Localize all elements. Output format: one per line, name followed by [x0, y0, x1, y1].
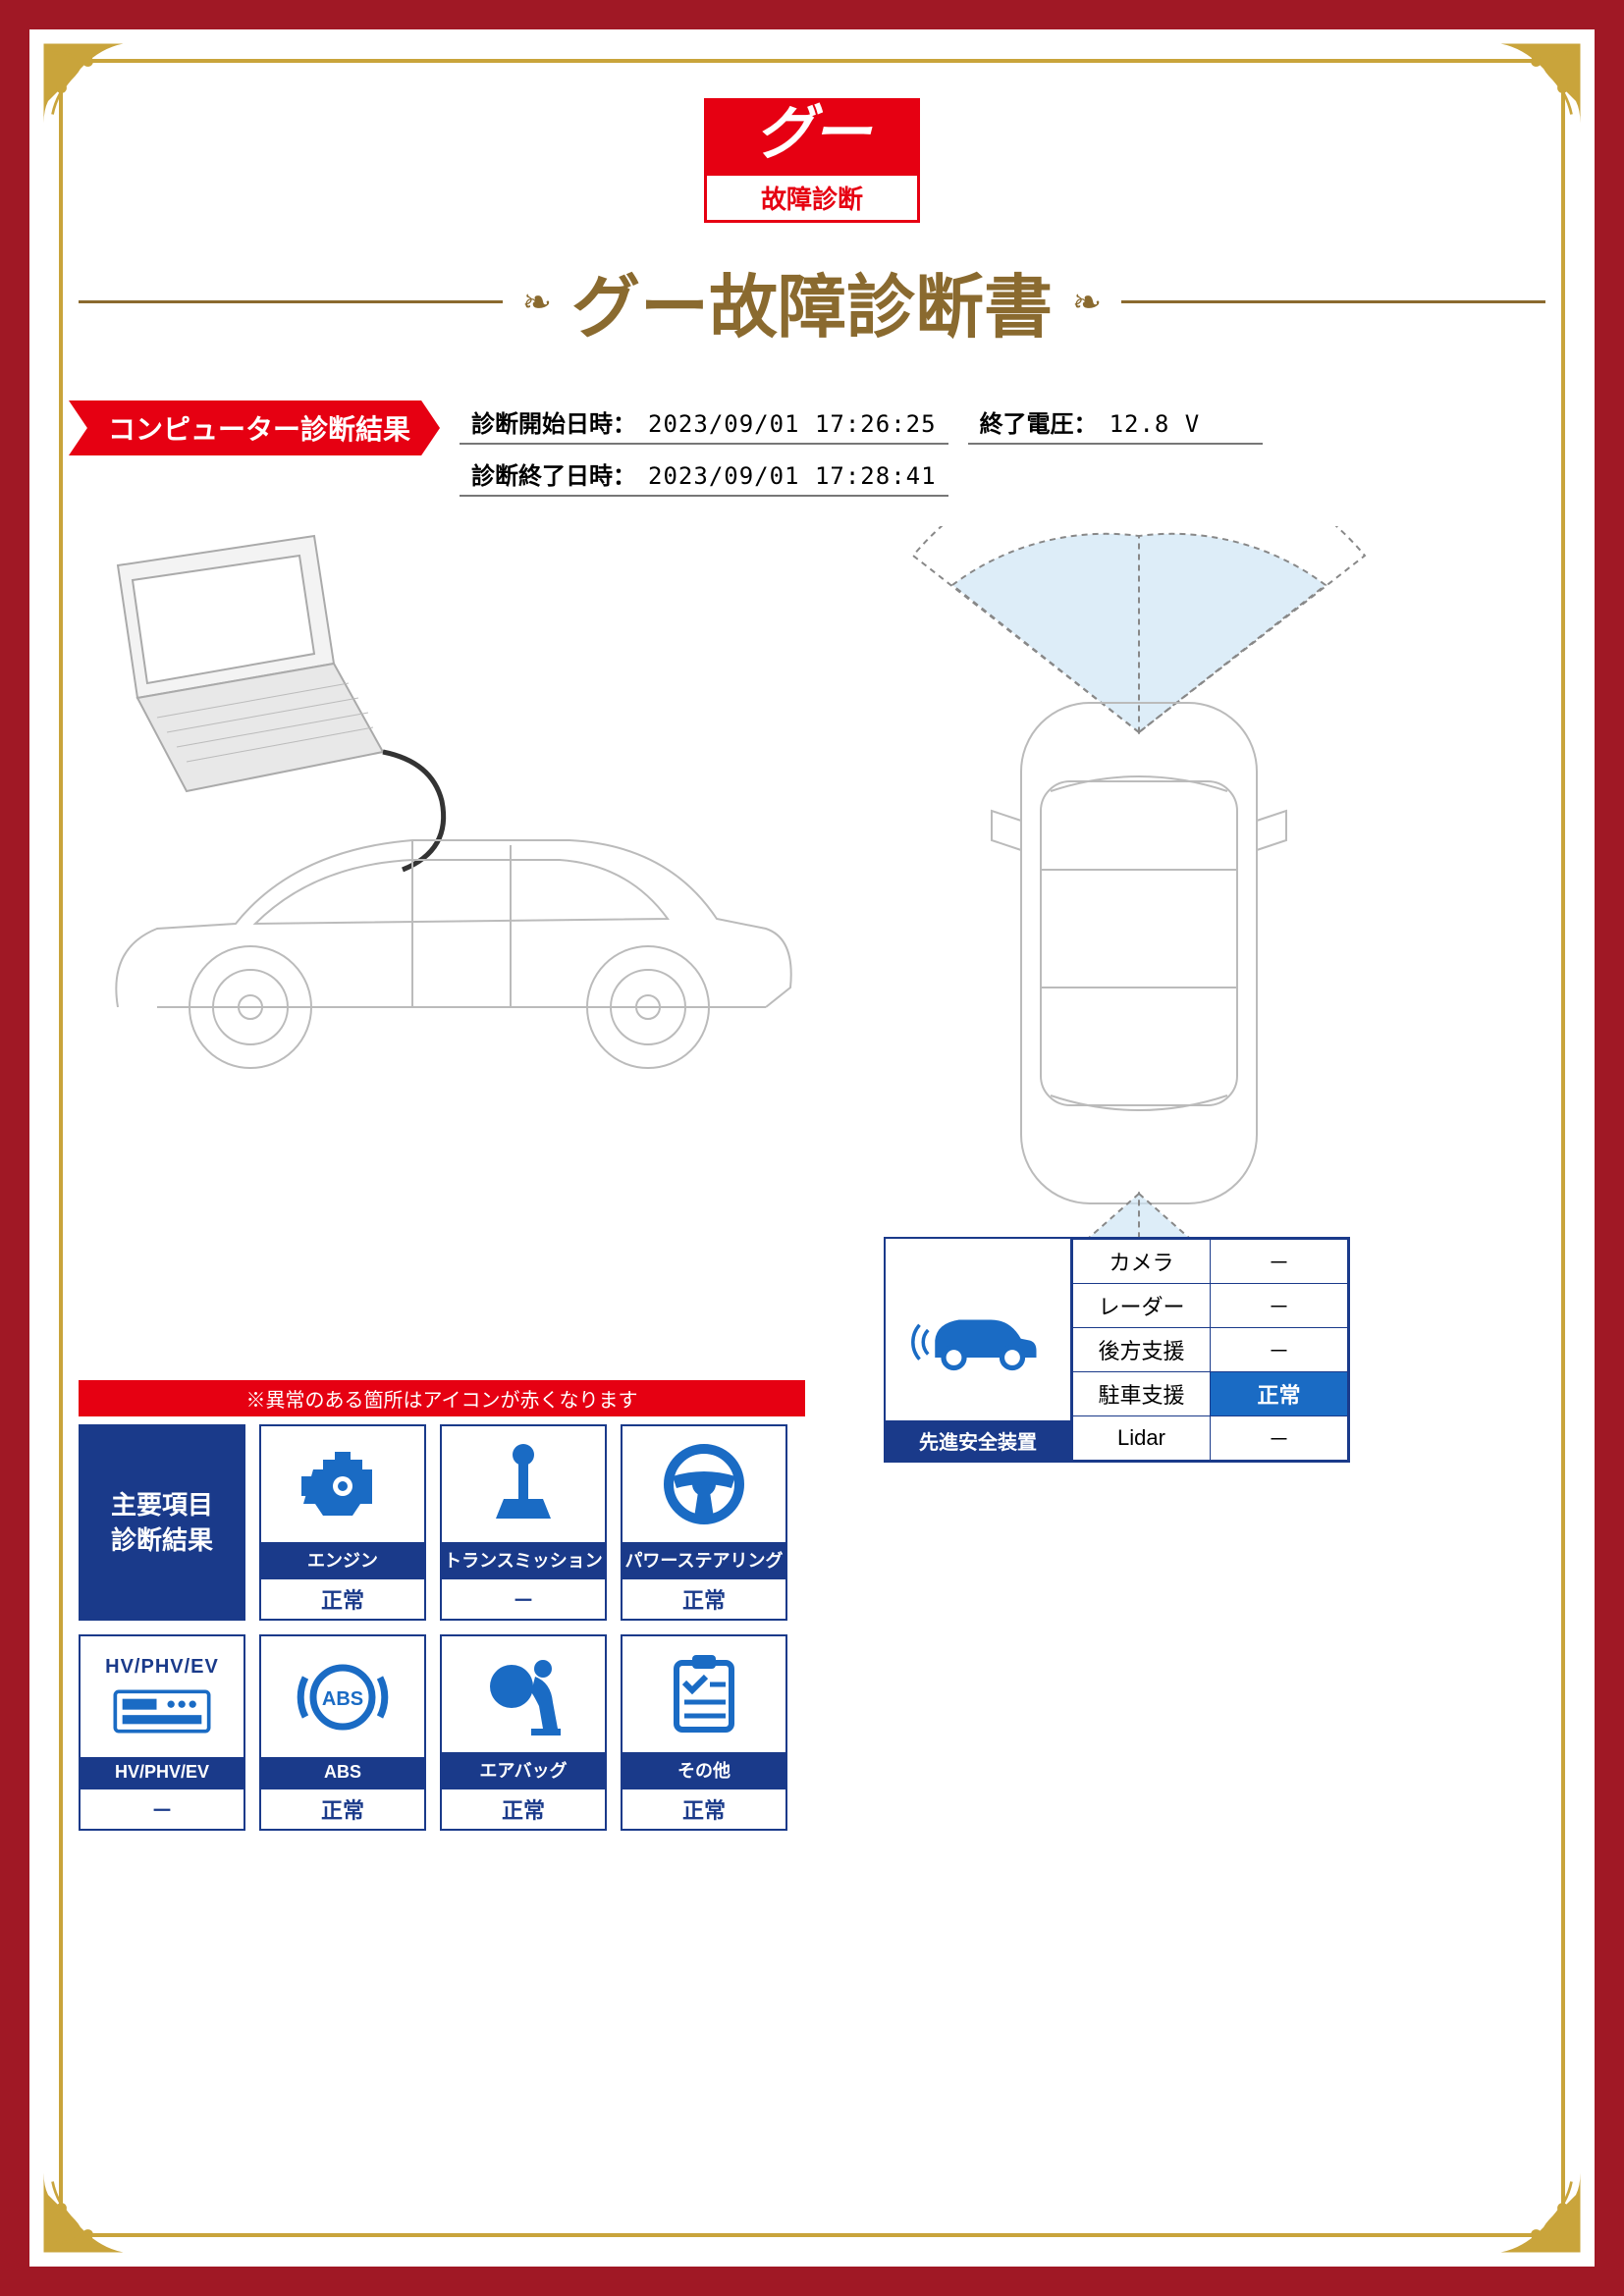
diag-card-transmission: トランスミッション － [440, 1424, 607, 1621]
hv-top-text: HV/PHV/EV [105, 1656, 219, 1679]
safety-table: カメラ－ レーダー－ 後方支援－ 駐車支援正常 Lidar－ [1072, 1239, 1348, 1461]
logo-bottom-text: 故障診断 [704, 173, 920, 223]
logo-top-text: グー [704, 98, 920, 173]
safety-row-status: － [1211, 1284, 1348, 1328]
diag-label: パワーステアリング [623, 1542, 785, 1577]
table-row: 後方支援－ [1073, 1328, 1348, 1372]
car-sensor-icon [886, 1239, 1070, 1420]
flourish-right-icon: ❧ [1072, 282, 1102, 323]
airbag-icon [442, 1636, 605, 1752]
diag-status: 正常 [623, 1788, 785, 1829]
diag-label: エンジン [261, 1542, 424, 1577]
diagnostic-info: コンピューター診断結果 診断開始日時： 2023/09/01 17:26:25 … [79, 400, 1545, 497]
voltage-value: 12.8 V [1110, 410, 1201, 438]
diag-card-other: その他 正常 [621, 1634, 787, 1831]
diag-status: 正常 [261, 1788, 424, 1829]
document-title-row: ❧ グー故障診断書 ❧ [79, 252, 1545, 351]
diag-status: 正常 [623, 1577, 785, 1619]
abnormal-note: ※異常のある箇所はアイコンが赤くなります [79, 1380, 805, 1416]
safety-row-label: 駐車支援 [1073, 1372, 1211, 1416]
table-row: 駐車支援正常 [1073, 1372, 1348, 1416]
engine-icon [261, 1426, 424, 1542]
diag-card-engine: エンジン 正常 [259, 1424, 426, 1621]
diag-status: 正常 [261, 1577, 424, 1619]
diag-status: － [442, 1577, 605, 1619]
diag-status: 正常 [442, 1788, 605, 1829]
start-time-label: 診断開始日時： [471, 404, 636, 439]
clipboard-check-icon [623, 1636, 785, 1752]
document-title: グー故障診断書 [571, 252, 1053, 351]
safety-row-status: 正常 [1211, 1372, 1348, 1416]
diag-card-hv: HV/PHV/EV HV/PHV/EV － [79, 1634, 245, 1831]
safety-row-label: カメラ [1073, 1240, 1211, 1284]
table-row: カメラ－ [1073, 1240, 1348, 1284]
abs-icon: ABS [261, 1636, 424, 1757]
steering-wheel-icon [623, 1426, 785, 1542]
hv-battery-icon: HV/PHV/EV [81, 1636, 244, 1757]
diag-header-card: 主要項目 診断結果 [79, 1424, 245, 1621]
diag-header-line2: 診断結果 [111, 1522, 213, 1558]
safety-row-label: 後方支援 [1073, 1328, 1211, 1372]
diag-label: エアバッグ [442, 1752, 605, 1788]
table-row: Lidar－ [1073, 1416, 1348, 1461]
diag-card-abs: ABS ABS 正常 [259, 1634, 426, 1831]
flourish-left-icon: ❧ [522, 282, 552, 323]
table-row: レーダー－ [1073, 1284, 1348, 1328]
diagnostic-grid: 主要項目 診断結果 エンジン 正常 トランスミッション － パワーステアリング … [79, 1424, 805, 1831]
brand-logo: グー 故障診断 [704, 98, 920, 223]
safety-row-label: レーダー [1073, 1284, 1211, 1328]
start-time-value: 2023/09/01 17:26:25 [648, 410, 937, 438]
start-time-row: 診断開始日時： 2023/09/01 17:26:25 [460, 400, 948, 445]
safety-row-label: Lidar [1073, 1416, 1211, 1461]
transmission-icon [442, 1426, 605, 1542]
diag-card-power-steering: パワーステアリング 正常 [621, 1424, 787, 1621]
diag-status: － [81, 1788, 244, 1829]
end-time-row: 診断終了日時： 2023/09/01 17:28:41 [460, 453, 948, 497]
safety-row-status: － [1211, 1328, 1348, 1372]
safety-row-status: － [1211, 1240, 1348, 1284]
diag-label: トランスミッション [442, 1542, 605, 1577]
diag-label: HV/PHV/EV [81, 1757, 244, 1788]
diag-label: その他 [623, 1752, 785, 1788]
end-time-label: 診断終了日時： [471, 456, 636, 491]
car-side-laptop-illustration [79, 526, 805, 1076]
voltage-row: 終了電圧： 12.8 V [968, 400, 1263, 445]
title-rule-right [1121, 300, 1545, 303]
safety-row-status: － [1211, 1416, 1348, 1461]
safety-equipment-block: 先進安全装置 カメラ－ レーダー－ 後方支援－ 駐車支援正常 Lidar－ [884, 1237, 1350, 1463]
safety-title: 先進安全装置 [886, 1420, 1070, 1461]
title-rule-left [79, 300, 503, 303]
diag-header-line1: 主要項目 [111, 1487, 213, 1522]
end-time-value: 2023/09/01 17:28:41 [648, 462, 937, 490]
diag-label: ABS [261, 1757, 424, 1788]
content-area: グー 故障診断 ❧ グー故障診断書 ❧ コンピューター診断結果 診断開始日時： … [79, 79, 1545, 2217]
voltage-label: 終了電圧： [980, 404, 1098, 439]
section-banner: コンピューター診断結果 [69, 400, 440, 455]
diag-card-airbag: エアバッグ 正常 [440, 1634, 607, 1831]
svg-text:ABS: ABS [322, 1688, 363, 1710]
